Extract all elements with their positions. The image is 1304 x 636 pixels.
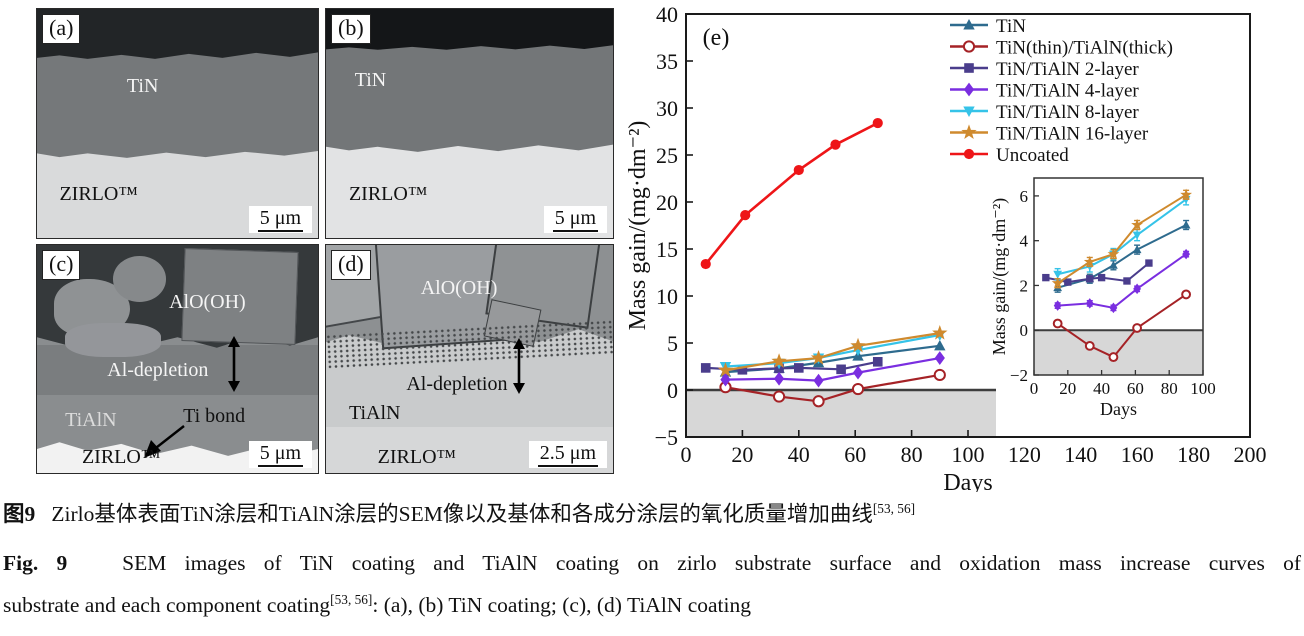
svg-text:2: 2 (1020, 276, 1029, 295)
svg-text:−2: −2 (1010, 366, 1028, 385)
svg-text:60: 60 (1127, 379, 1144, 398)
sem-d-substrate-label: ZIRLO™ (377, 445, 457, 468)
sem-d-depletion-label: Al-depletion (406, 372, 508, 395)
svg-text:TiN/TiAlN 4-layer: TiN/TiAlN 4-layer (996, 81, 1139, 102)
svg-text:TiN/TiAlN 8-layer: TiN/TiAlN 8-layer (996, 102, 1139, 123)
sem-b-top-dark-region (326, 9, 613, 50)
depletion-extent-arrow-icon (228, 336, 241, 393)
svg-text:10: 10 (656, 284, 678, 309)
svg-text:15: 15 (656, 237, 678, 262)
sem-d-scalebar: 2.5 μm (528, 441, 607, 468)
sem-b-substrate-label: ZIRLO™ (348, 183, 428, 206)
sem-a-scale-text: 5 μm (257, 207, 303, 232)
caption-cn-text: Zirlo基体表面TiN涂层和TiAlN涂层的SEM像以及基体和各成分涂层的氧化… (51, 502, 873, 526)
svg-text:140: 140 (1064, 442, 1097, 467)
svg-text:40: 40 (788, 442, 810, 467)
caption-cn-reference: [53, 56] (872, 500, 916, 516)
sem-c-oxide-blob (112, 256, 167, 302)
sem-c-depletion-label: Al-depletion (107, 359, 209, 381)
svg-text:Days: Days (1100, 399, 1137, 419)
svg-text:0: 0 (1020, 321, 1029, 340)
svg-text:20: 20 (1059, 379, 1076, 398)
svg-text:0: 0 (1030, 379, 1039, 398)
sem-c-substrate-label: ZIRLO™ (81, 445, 161, 468)
sem-d-coating-label: TiAlN (348, 402, 401, 425)
svg-text:4: 4 (1020, 232, 1029, 251)
svg-text:20: 20 (656, 190, 678, 215)
caption-en-text2: substrate and each component coating (3, 593, 331, 618)
svg-text:60: 60 (844, 442, 866, 467)
svg-text:120: 120 (1008, 442, 1041, 467)
svg-text:TiN/TiAlN 16-layer: TiN/TiAlN 16-layer (996, 124, 1149, 145)
svg-text:Mass gain/(mg·dm⁻²): Mass gain/(mg·dm⁻²) (989, 198, 1010, 355)
caption-english-line1: Fig. 9 SEM images of TiN coating and TiA… (3, 551, 1301, 576)
sem-panel-b: (b) TiN ZIRLO™ 5 μm (325, 8, 614, 239)
panel-c-tag: (c) (42, 250, 81, 280)
svg-text:40: 40 (1093, 379, 1110, 398)
svg-text:25: 25 (656, 143, 678, 168)
caption-en-fig-label: Fig. 9 (3, 551, 68, 575)
svg-text:0: 0 (681, 442, 692, 467)
sem-panel-a: (a) TiN ZIRLO™ 5 μm (36, 8, 319, 239)
svg-text:30: 30 (656, 96, 678, 121)
svg-text:0: 0 (667, 378, 678, 403)
sem-c-scalebar: 5 μm (248, 441, 312, 468)
svg-text:80: 80 (901, 442, 923, 467)
svg-text:6: 6 (1020, 187, 1029, 206)
sem-b-coating-label: TiN (354, 68, 387, 91)
svg-text:160: 160 (1121, 442, 1154, 467)
sem-b-scalebar: 5 μm (543, 206, 607, 233)
svg-text:100: 100 (952, 442, 985, 467)
svg-text:TiN: TiN (996, 16, 1026, 37)
svg-text:100: 100 (1190, 379, 1216, 398)
caption-english-line2: substrate and each component coating[53,… (3, 592, 1301, 618)
svg-text:Mass gain/(mg·dm⁻²): Mass gain/(mg·dm⁻²) (628, 121, 651, 331)
caption-en-text3: : (a), (b) TiN coating; (c), (d) TiAlN c… (372, 593, 751, 618)
svg-text:5: 5 (667, 331, 678, 356)
svg-text:40: 40 (656, 2, 678, 27)
sem-panel-c: (c) AlO(OH) Al-depletion TiAlN Ti bond Z… (36, 244, 319, 474)
sem-a-coating-label: TiN (126, 75, 159, 98)
svg-text:Uncoated: Uncoated (996, 145, 1069, 166)
sem-c-oxide-label: AlO(OH) (169, 290, 246, 313)
svg-text:Days: Days (943, 470, 992, 492)
sem-d-oxide-label: AlO(OH) (420, 276, 498, 299)
panel-a-tag: (a) (42, 14, 81, 44)
svg-text:35: 35 (656, 49, 678, 74)
caption-cn-fig-label: 图9 (3, 502, 36, 526)
sem-b-scale-text: 5 μm (552, 207, 598, 232)
depletion-extent-arrow-icon (512, 338, 525, 395)
svg-text:180: 180 (1177, 442, 1210, 467)
svg-text:TiN(thin)/TiAlN(thick): TiN(thin)/TiAlN(thick) (996, 38, 1173, 59)
sem-panel-d: (d) AlO(OH) Al-depletion TiAlN ZIRLO™ 2.… (325, 244, 614, 474)
caption-en-reference: [53, 56] (330, 592, 373, 607)
svg-text:−5: −5 (655, 425, 678, 450)
sem-d-scale-text: 2.5 μm (537, 442, 598, 467)
sem-c-bond-label: Ti bond (183, 404, 246, 427)
sem-c-scale-text: 5 μm (257, 442, 303, 467)
sem-c-oxide-blob (65, 322, 161, 357)
sem-a-top-dark-region (37, 9, 318, 59)
caption-chinese: 图9 Zirlo基体表面TiN涂层和TiAlN涂层的SEM像以及基体和各成分涂层… (3, 497, 1301, 528)
svg-text:20: 20 (731, 442, 753, 467)
svg-text:200: 200 (1234, 442, 1267, 467)
mass-gain-vs-days-plot: 0 20 40 60 80 100 120 140 160 180 200−505101520253… (625, 2, 1267, 496)
sem-a-substrate-label: ZIRLO™ (59, 183, 138, 206)
caption-en-text1: SEM images of TiN coating and TiAlN coat… (122, 551, 1302, 575)
panel-d-tag: (d) (331, 250, 371, 280)
sem-a-scalebar: 5 μm (248, 206, 312, 233)
ti-bond-pointer-arrow-icon (144, 424, 185, 458)
svg-text:80: 80 (1161, 379, 1178, 398)
svg-text:TiN/TiAlN 2-layer: TiN/TiAlN 2-layer (996, 59, 1139, 80)
panel-b-tag: (b) (331, 14, 371, 44)
svg-text:(e): (e) (703, 25, 730, 51)
sem-c-coating-label: TiAlN (65, 409, 117, 432)
oxidation-mass-gain-chart: 0 20 40 60 80 100 120 140 160 180 200 −5 0 5 10 15 20 25 3… (625, 0, 1304, 496)
